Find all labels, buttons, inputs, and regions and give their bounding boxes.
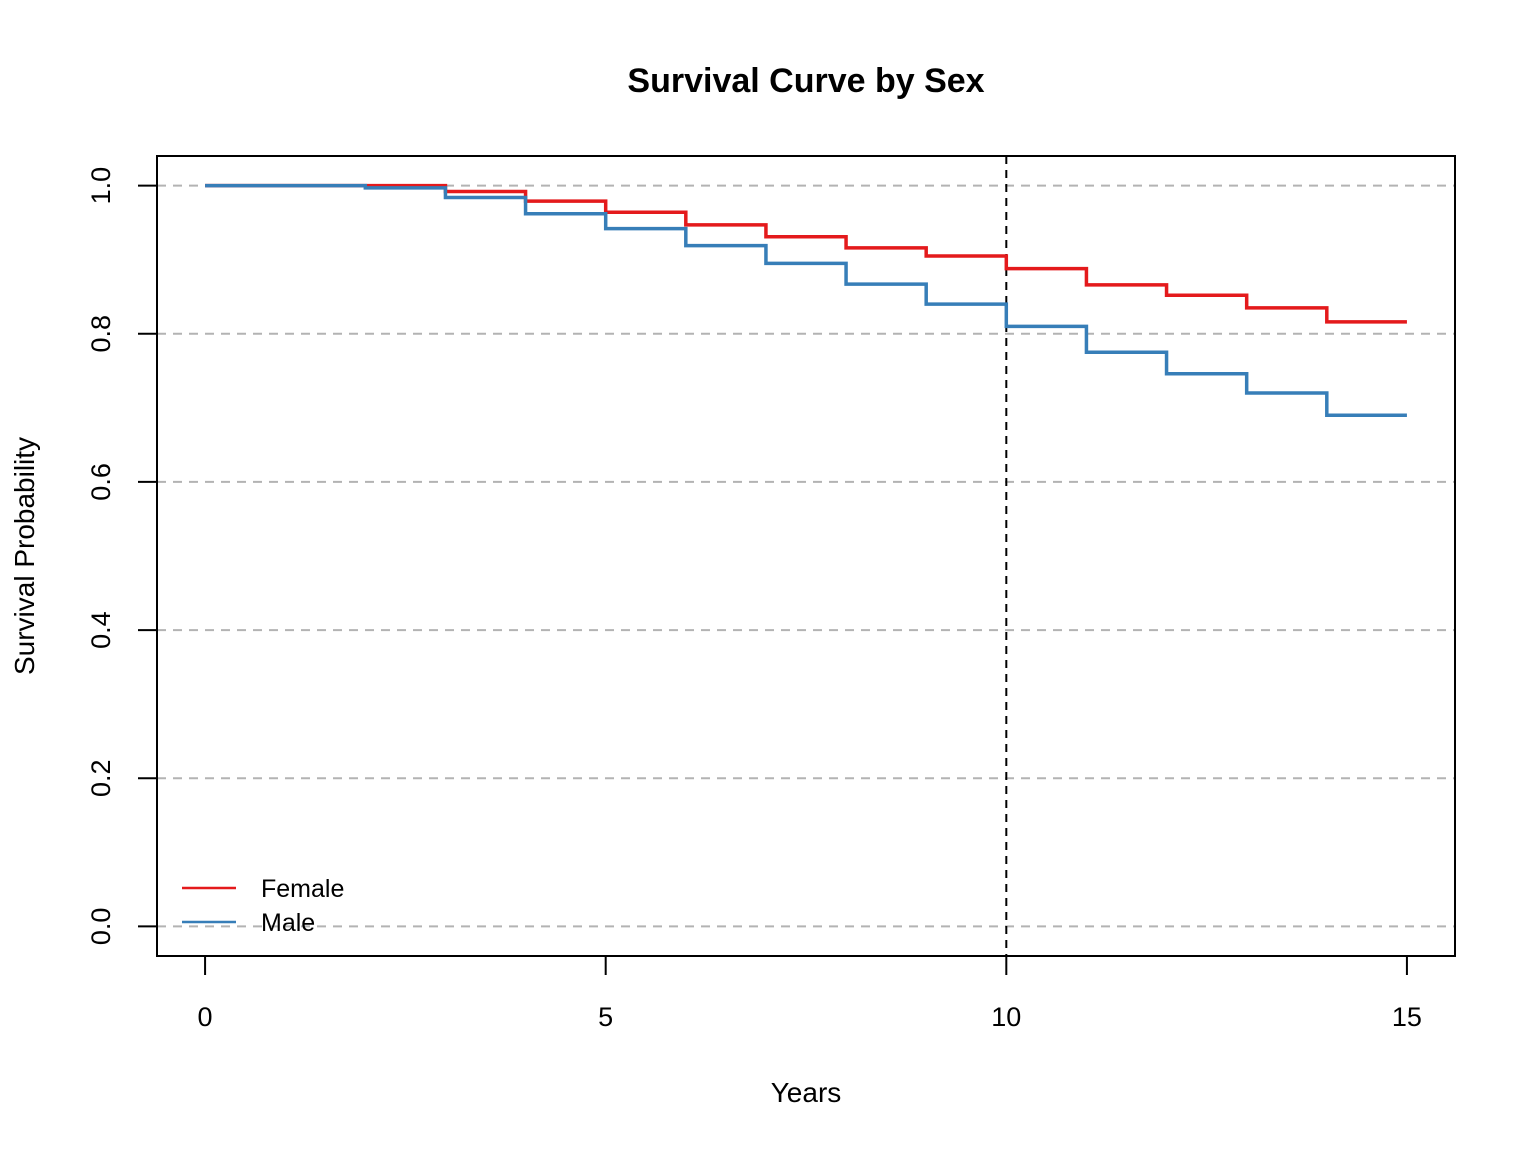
gridlines bbox=[157, 184, 1455, 928]
series-layer bbox=[205, 183, 1407, 418]
x-tick-label-0: 0 bbox=[198, 1002, 213, 1032]
y-tick-label-1: 0.2 bbox=[86, 759, 116, 797]
y-axis: 0.0 0.2 0.4 0.6 0.8 1.0 bbox=[86, 167, 158, 946]
legend-label-female: Female bbox=[261, 875, 344, 903]
y-tick-label-5: 1.0 bbox=[86, 167, 116, 205]
y-axis-label: Survival Probability bbox=[9, 437, 40, 675]
series-line-female bbox=[205, 183, 1407, 324]
x-tick-label-1: 5 bbox=[598, 1002, 613, 1032]
y-tick-label-3: 0.6 bbox=[86, 463, 116, 501]
legend-label-male: Male bbox=[261, 909, 315, 937]
y-tick-label-4: 0.8 bbox=[86, 315, 116, 353]
plot-frame bbox=[156, 155, 1456, 957]
x-tick-label-2: 10 bbox=[991, 1002, 1021, 1032]
series-line-male bbox=[205, 183, 1407, 418]
chart-title: Survival Curve by Sex bbox=[627, 62, 984, 100]
x-axis-label: Years bbox=[771, 1077, 842, 1108]
x-tick-label-3: 15 bbox=[1392, 1002, 1422, 1032]
y-tick-label-2: 0.4 bbox=[86, 611, 116, 649]
y-tick-label-0: 0.0 bbox=[86, 908, 116, 946]
x-axis: 0 5 10 15 bbox=[198, 955, 1422, 1032]
legend: Female Male bbox=[182, 875, 344, 937]
